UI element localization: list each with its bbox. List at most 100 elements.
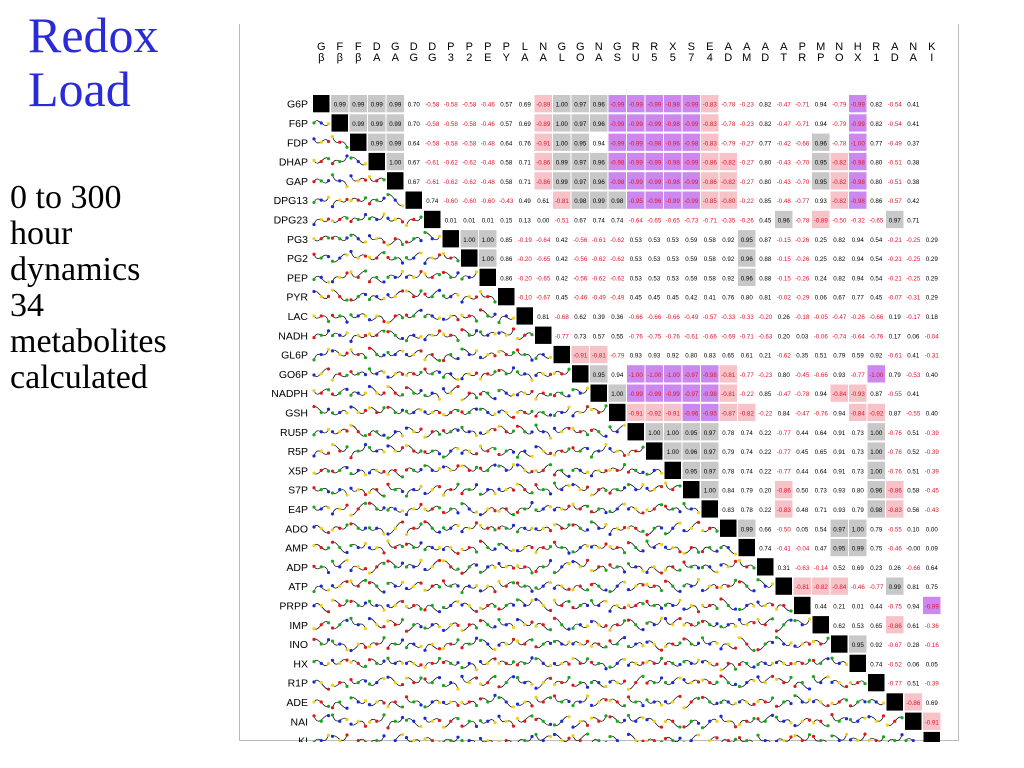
phase-marker [708, 700, 712, 704]
phase-marker [456, 293, 460, 297]
correlation-value: 0.96 [870, 488, 883, 495]
phase-marker [763, 642, 767, 646]
phase-marker [437, 273, 442, 277]
phase-marker [474, 349, 479, 353]
correlation-value: 0.73 [852, 430, 865, 437]
phase-marker [615, 681, 619, 685]
cell-highlight [701, 191, 719, 209]
correlation-value: 0.01 [852, 603, 865, 610]
correlation-value: 0.61 [741, 353, 754, 360]
phase-marker [312, 200, 316, 205]
column-header-char: N [539, 41, 547, 53]
phase-marker [589, 716, 594, 720]
phase-marker [400, 520, 405, 524]
cell-highlight [830, 577, 848, 595]
phase-marker [493, 547, 497, 551]
phase-plot-cell [330, 271, 349, 284]
phase-marker [493, 492, 497, 496]
correlation-value: -0.51 [888, 179, 903, 186]
phase-marker [523, 623, 527, 627]
correlation-value: -0.80 [721, 198, 736, 205]
correlation-value: 0.82 [870, 102, 883, 109]
phase-marker [393, 623, 397, 627]
phase-plot-cell [534, 597, 553, 613]
phase-plot-cell [515, 581, 534, 593]
correlation-value: -0.45 [925, 488, 940, 495]
phase-marker [523, 430, 527, 434]
correlation-value: -0.99 [629, 121, 644, 128]
phase-marker [460, 277, 464, 281]
phase-marker [330, 598, 335, 602]
cell-highlight [349, 95, 367, 113]
phase-plot-cell [349, 313, 368, 318]
phase-marker [856, 681, 860, 685]
correlation-value: 0.66 [759, 526, 772, 533]
phase-marker [423, 520, 427, 524]
phase-plot-cell [515, 463, 534, 474]
phase-marker [423, 548, 427, 552]
phase-marker [326, 139, 331, 144]
correlation-value: -0.21 [888, 256, 903, 263]
correlation-value: -0.76 [888, 449, 903, 456]
correlation-value: 0.82 [759, 121, 772, 128]
phase-marker [423, 705, 427, 709]
phase-marker [412, 584, 416, 588]
correlation-value: -0.23 [758, 372, 773, 379]
phase-plot-cell [330, 253, 349, 263]
phase-marker [478, 539, 483, 543]
phase-marker [326, 255, 331, 259]
phase-marker [441, 660, 446, 665]
phase-marker [745, 700, 749, 704]
cell-highlight [682, 442, 700, 460]
phase-plot-cell [478, 308, 497, 318]
correlation-value: -0.71 [703, 217, 718, 224]
phase-plot-cell [460, 563, 479, 575]
phase-marker [386, 619, 390, 623]
phase-marker [486, 719, 490, 723]
phase-marker [719, 714, 723, 718]
phase-plot-cell [700, 564, 719, 574]
correlation-value: 0.44 [796, 430, 809, 437]
correlation-value: 0.10 [907, 526, 920, 533]
phase-marker [467, 333, 471, 337]
phase-marker [326, 546, 331, 550]
phase-marker [641, 674, 645, 679]
cell-highlight [590, 345, 608, 364]
phase-marker [363, 645, 368, 649]
phase-marker [330, 173, 335, 177]
phase-marker [700, 619, 705, 623]
correlation-value: -0.65 [647, 217, 662, 224]
phase-marker [511, 603, 516, 607]
phase-marker [386, 581, 390, 586]
phase-marker [719, 668, 723, 672]
phase-marker [511, 548, 516, 552]
phase-marker [460, 571, 464, 575]
row-label: R1P [288, 678, 308, 690]
correlation-value: -0.91 [536, 140, 551, 147]
phase-marker [312, 660, 316, 664]
phase-plot-cell [571, 426, 590, 437]
phase-marker [419, 349, 423, 353]
phase-plot-cell [386, 330, 405, 341]
cell-highlight [830, 152, 848, 171]
correlation-value: 0.41 [704, 295, 717, 302]
phase-marker [449, 700, 453, 704]
phase-plot-cell [774, 735, 793, 742]
phase-plot-cell [774, 675, 793, 685]
row-label: NAI [290, 716, 308, 728]
cell-highlight [867, 481, 885, 499]
phase-marker [412, 256, 416, 260]
correlation-value: 0.97 [833, 526, 846, 533]
correlation-value: -0.45 [795, 372, 810, 379]
cell-highlight [830, 519, 848, 537]
phase-marker [504, 719, 508, 723]
phase-plot-cell [552, 584, 571, 591]
phase-marker [493, 300, 497, 304]
correlation-value: -0.60 [462, 198, 477, 205]
phase-marker [486, 314, 490, 318]
phase-marker [345, 298, 349, 302]
phase-marker [567, 405, 571, 409]
phase-marker [349, 174, 353, 178]
phase-marker [548, 608, 553, 613]
phase-marker [441, 332, 446, 336]
